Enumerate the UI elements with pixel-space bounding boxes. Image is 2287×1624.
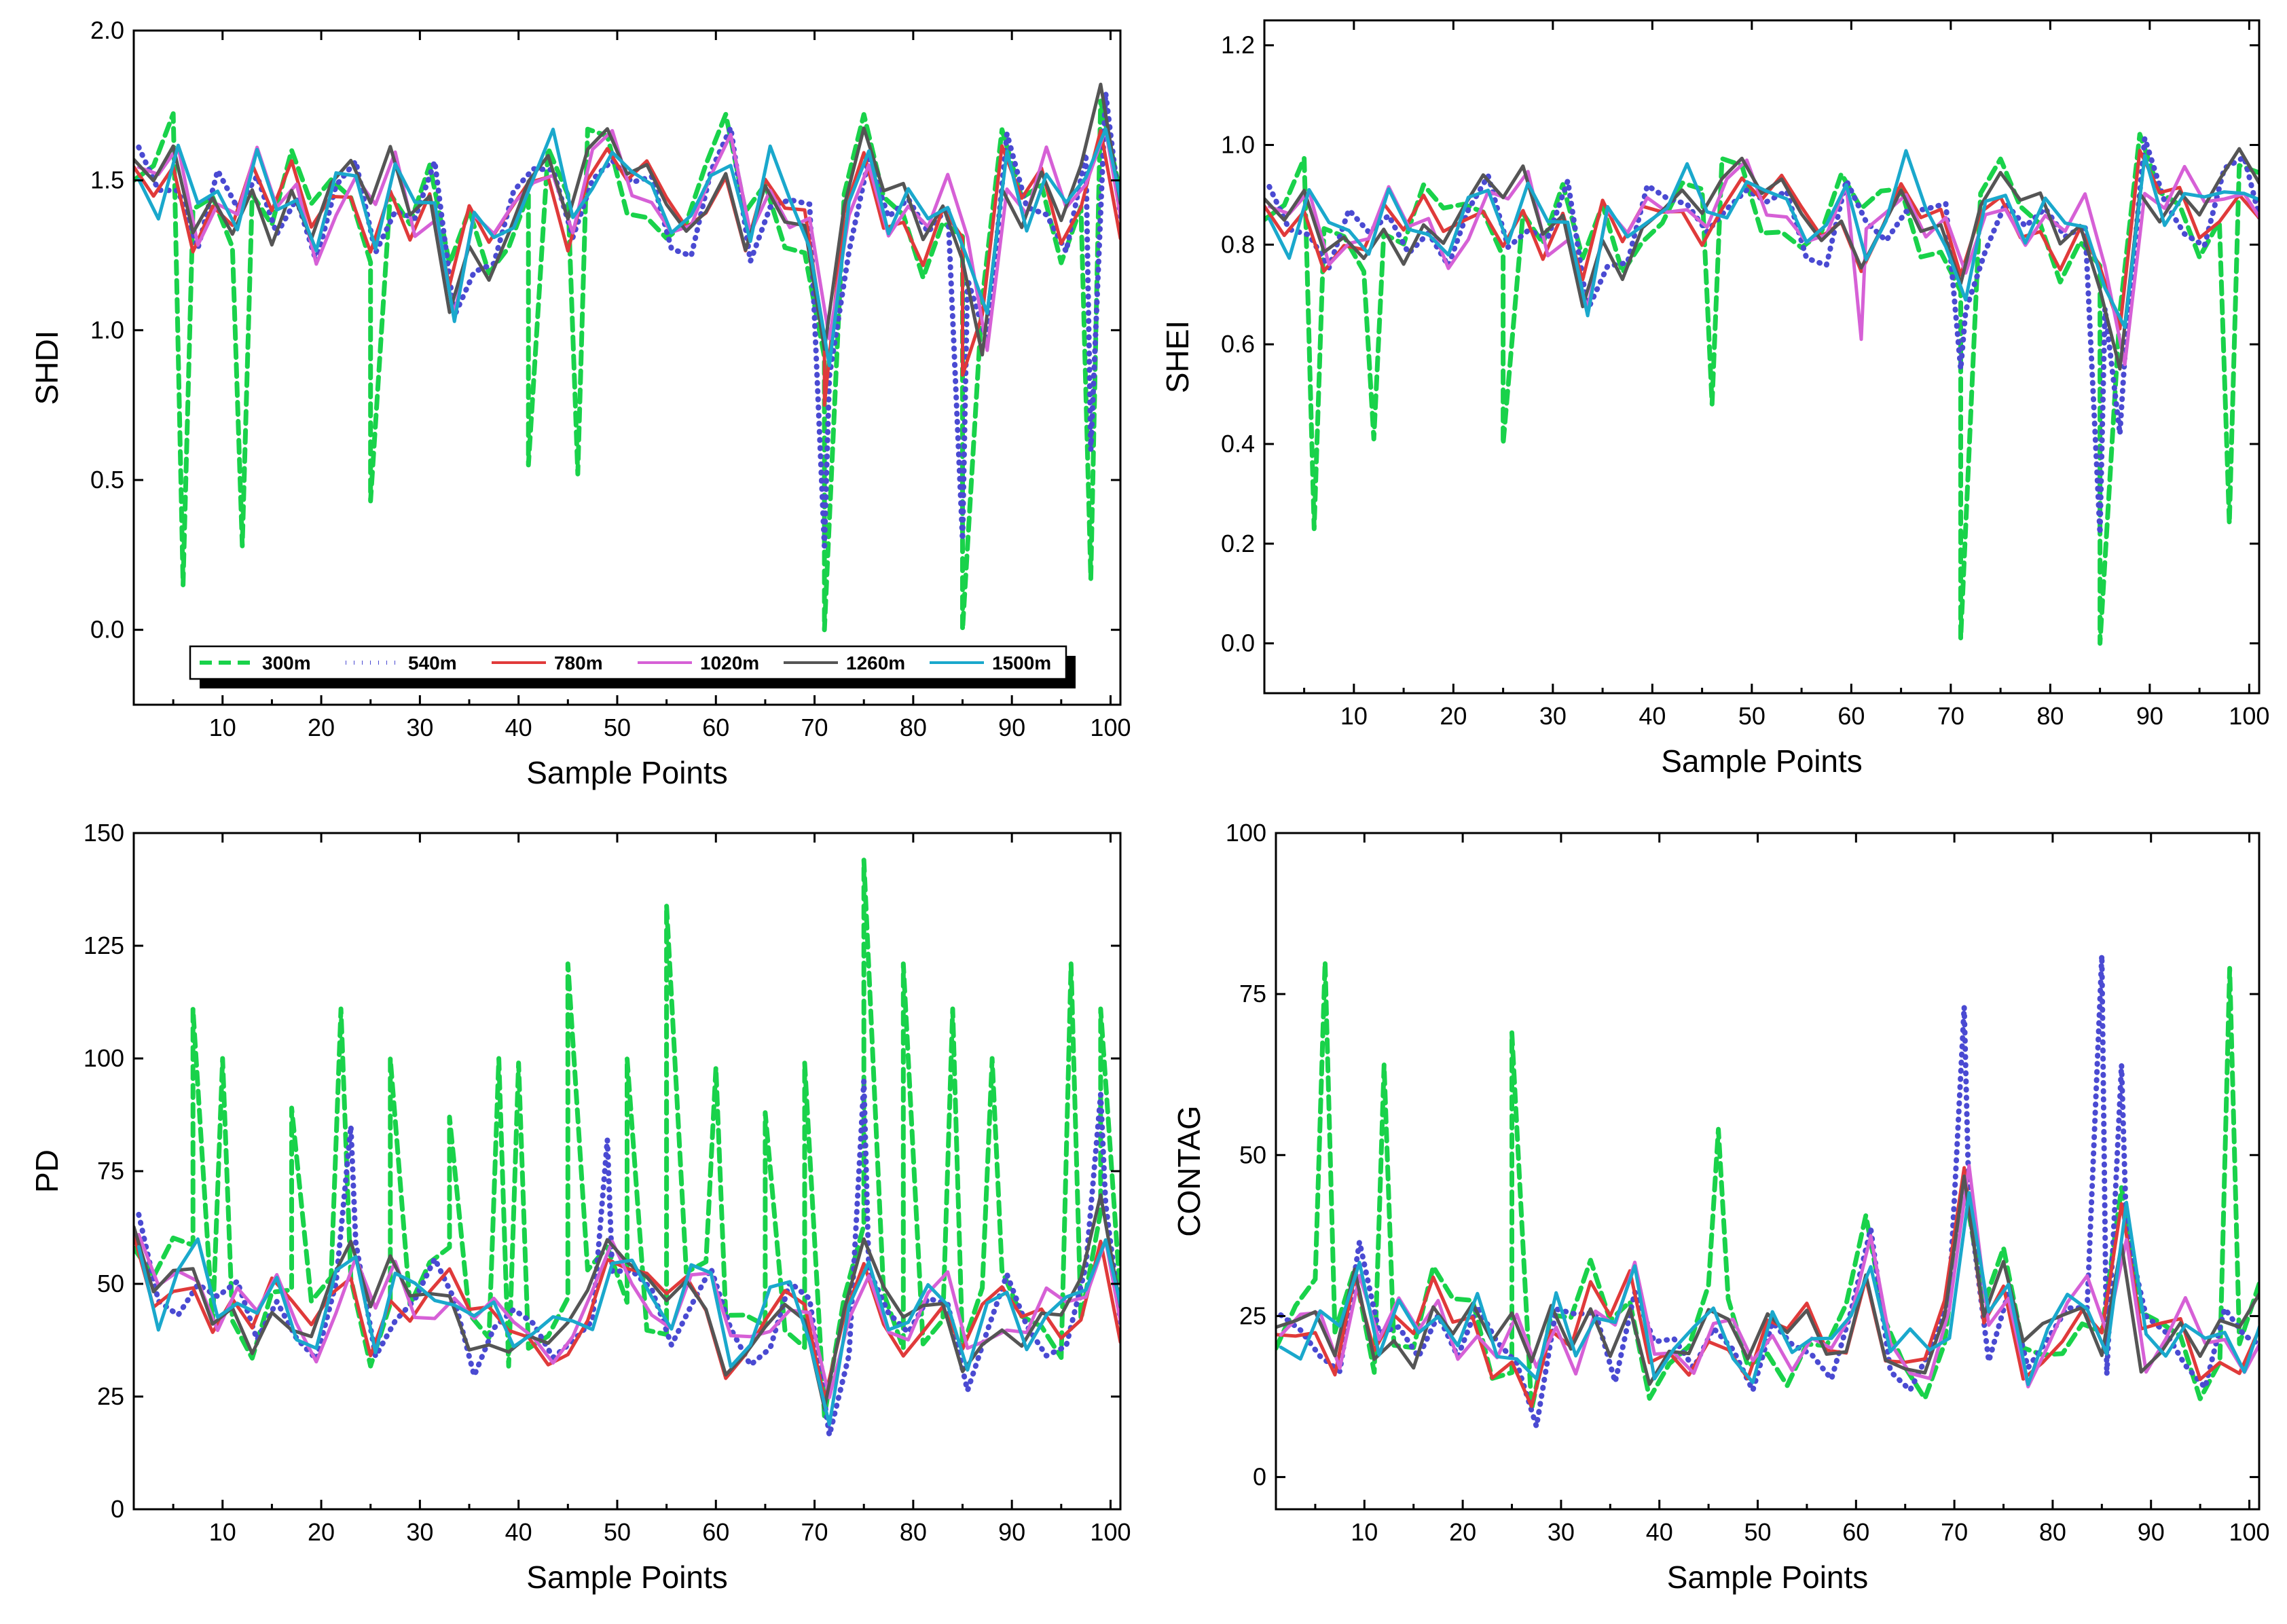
shei-series-1260m (1264, 147, 2259, 371)
shdi-series-780m (134, 128, 1120, 407)
x-tick-label: 50 (604, 1518, 631, 1546)
x-tick-label: 50 (604, 714, 631, 741)
x-tick-label: 70 (1941, 1518, 1968, 1546)
x-tick-label: 100 (1090, 1518, 1131, 1546)
x-tick-label: 10 (1351, 1518, 1378, 1546)
x-tick-label: 70 (801, 1518, 828, 1546)
x-tick-label: 90 (998, 1518, 1025, 1546)
y-tick-label: 0 (1253, 1463, 1266, 1491)
y-tick-label: 0.4 (1221, 430, 1255, 458)
legend-label-780m: 780m (554, 652, 603, 673)
legend-box (189, 645, 1067, 680)
y-tick-label: 25 (1239, 1302, 1266, 1329)
y-tick-label: 0.2 (1221, 530, 1255, 557)
x-tick-label: 80 (900, 714, 927, 741)
x-tick-label: 30 (1539, 702, 1567, 730)
x-axis-label: Sample Points (526, 1560, 728, 1595)
x-tick-label: 60 (702, 1518, 729, 1546)
shdi-series-1020m (136, 128, 1120, 352)
y-axis-label: PD (29, 1149, 65, 1193)
x-axis-label: Sample Points (526, 755, 728, 790)
y-tick-label: 0.6 (1221, 330, 1255, 358)
y-axis-label: SHDI (29, 331, 65, 405)
y-tick-label: 0.0 (90, 616, 124, 644)
x-tick-label: 90 (998, 714, 1025, 741)
y-tick-label: 50 (97, 1270, 124, 1297)
y-tick-label: 75 (97, 1157, 124, 1185)
y-tick-label: 25 (97, 1382, 124, 1410)
shdi-panel: 10 20 30 40 50 60 70 80 90 100 0.0 0.5 1.0 1.5 2.0 Samp… (29, 16, 1131, 790)
x-tick-label: 40 (1646, 1518, 1673, 1546)
x-tick-label: 60 (702, 714, 729, 741)
legend: 300m 540m 780m 1020m 1260m 1500m (189, 645, 1076, 688)
x-axis-label: Sample Points (1667, 1560, 1869, 1595)
legend-label-1500m: 1500m (992, 652, 1051, 673)
shei-series-1500m (1267, 149, 2259, 329)
y-tick-label: 75 (1239, 980, 1266, 1008)
y-tick-label: 100 (84, 1044, 124, 1072)
y-tick-label: 150 (84, 819, 124, 847)
x-tick-label: 10 (209, 1518, 236, 1546)
x-tick-label: 70 (1937, 702, 1964, 730)
y-axis-label: SHEI (1160, 320, 1195, 393)
x-tick-label: 100 (2229, 702, 2269, 730)
shdi-series-1500m (136, 127, 1120, 367)
x-tick-label: 20 (308, 714, 335, 741)
y-tick-label: 2.0 (90, 16, 124, 44)
x-tick-label: 20 (308, 1518, 335, 1546)
legend-label-1260m: 1260m (846, 652, 905, 673)
x-tick-label: 60 (1842, 1518, 1869, 1546)
x-tick-label: 100 (1090, 714, 1131, 741)
contag-series-1260m (1276, 1175, 2259, 1386)
y-tick-label: 1.0 (90, 316, 124, 344)
y-tick-label: 1.5 (90, 166, 124, 194)
x-tick-label: 30 (406, 1518, 433, 1546)
y-tick-label: 1.0 (1221, 131, 1255, 159)
y-tick-label: 1.2 (1221, 31, 1255, 59)
y-tick-label: 0.8 (1221, 230, 1255, 258)
y-tick-label: 50 (1239, 1141, 1266, 1168)
x-tick-label: 100 (2229, 1518, 2269, 1546)
y-tick-label: 125 (84, 931, 124, 959)
legend-label-540m: 540m (408, 652, 457, 673)
x-tick-label: 90 (2138, 1518, 2165, 1546)
x-tick-label: 80 (900, 1518, 927, 1546)
legend-label-1020m: 1020m (700, 652, 759, 673)
pd-series-1020m (136, 1232, 1120, 1399)
y-tick-label: 0 (111, 1495, 124, 1523)
pd-series-1500m (136, 1237, 1120, 1426)
x-tick-label: 60 (1837, 702, 1865, 730)
legend-label-300m: 300m (262, 652, 311, 673)
x-tick-label: 30 (1548, 1518, 1575, 1546)
x-tick-label: 20 (1440, 702, 1467, 730)
x-tick-label: 80 (2036, 702, 2064, 730)
shei-panel: 10 20 30 40 50 60 70 80 90 100 0.0 0.2 0.4 0.6 0.8 1.0 1… (1160, 19, 2269, 779)
x-tick-label: 40 (505, 1518, 532, 1546)
x-tick-label: 50 (1744, 1518, 1771, 1546)
x-tick-label: 50 (1738, 702, 1765, 730)
y-axis-label: CONTAG (1171, 1105, 1207, 1236)
x-tick-label: 30 (406, 714, 433, 741)
x-tick-label: 40 (505, 714, 532, 741)
x-tick-label: 10 (209, 714, 236, 741)
contag-panel: 10 20 30 40 50 60 70 80 90 100 0 25 50 75 100 Sample Po… (1171, 819, 2270, 1595)
x-tick-label: 10 (1340, 702, 1368, 730)
shdi-series-540m (136, 90, 1120, 549)
x-axis-label: Sample Points (1661, 743, 1863, 779)
pd-panel: 10 20 30 40 50 60 70 80 90 100 0 25 50 75 100 125 150 Sam… (29, 819, 1131, 1595)
x-tick-label: 80 (2039, 1518, 2066, 1546)
contag-series-1500m (1279, 1191, 2259, 1386)
x-tick-label: 70 (801, 714, 828, 741)
x-tick-label: 40 (1639, 702, 1666, 730)
y-tick-label: 100 (1226, 819, 1266, 847)
pd-series-300m (134, 857, 1120, 1418)
y-tick-label: 0.0 (1221, 629, 1255, 657)
x-tick-label: 20 (1449, 1518, 1476, 1546)
x-tick-label: 90 (2136, 702, 2163, 730)
y-tick-label: 0.5 (90, 466, 124, 494)
